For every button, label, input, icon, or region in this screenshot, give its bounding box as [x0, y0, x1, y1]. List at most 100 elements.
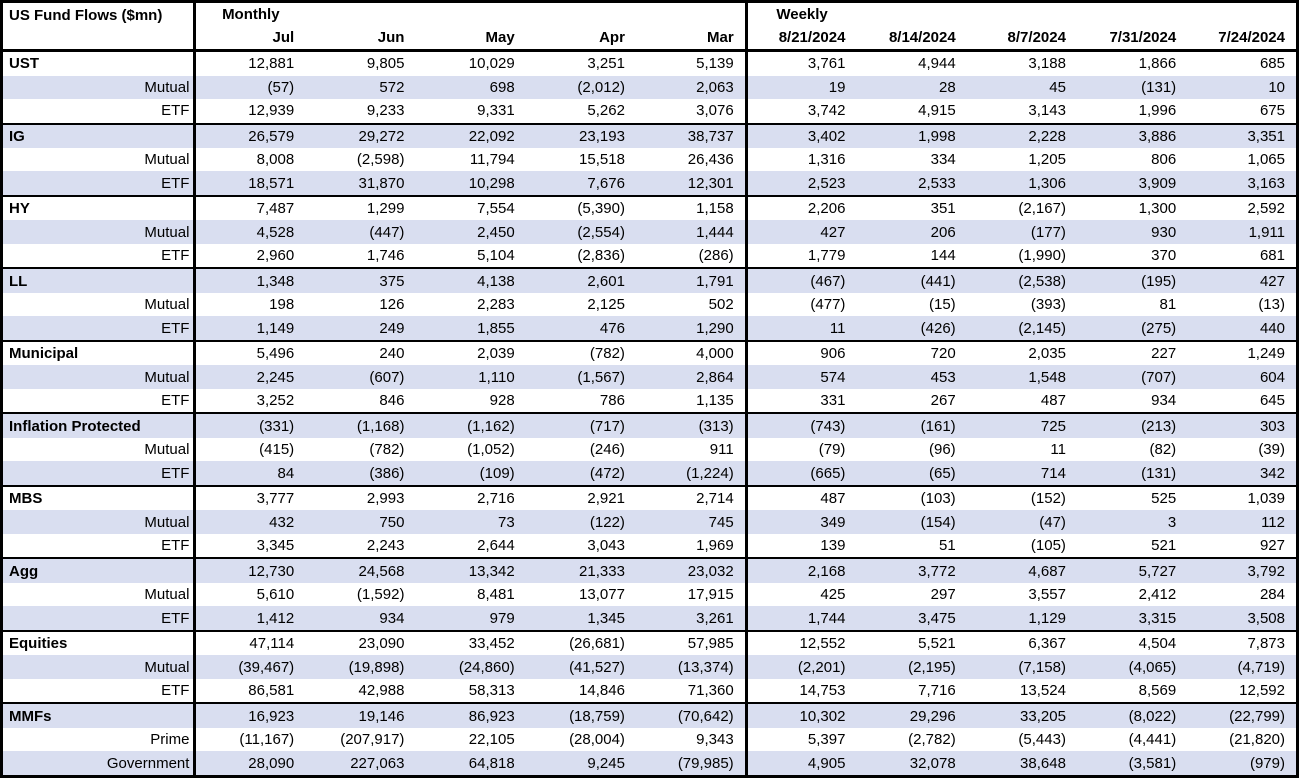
cell: (22,799) [1187, 702, 1298, 728]
row-label: Municipal [1, 339, 197, 366]
cell: (2,145) [1018, 319, 1066, 337]
row-label: ETF [1, 316, 197, 341]
sub-row: Mutual 4,528 (447) 2,450 (2,554) 1,444 427 206 (… [1, 220, 1298, 244]
cell: 453 [930, 368, 956, 386]
cell: 1,998 [856, 122, 967, 148]
table-title: US Fund Flows ($mn) [1, 1, 197, 51]
header-spacer [967, 2, 1077, 27]
cell: 12,881 [194, 49, 306, 76]
sub-row: Mutual 5,610 (1,592) 8,481 13,077 17,915 425 29… [1, 582, 1298, 607]
cell: (665) [744, 461, 857, 486]
cell: 10,298 [468, 174, 515, 192]
row-label: HY [1, 195, 197, 221]
cell: 911 [709, 441, 734, 459]
cell: 4,000 [635, 339, 747, 366]
cell: 12,730 [194, 557, 306, 583]
cell: 13,524 [1020, 682, 1066, 700]
cell: 2,412 [1138, 586, 1177, 604]
cell: 51 [939, 537, 956, 555]
sub-row: ETF 1,149 249 1,855 476 1,290 11 (426) (2,145) (2… [1, 316, 1298, 341]
cell: (79) [744, 437, 857, 462]
group-row: Municipal 5,496 240 2,039 (782) 4,000 906 720 2,… [1, 339, 1298, 366]
cell: 846 [379, 392, 405, 410]
cell: (979) [1249, 754, 1285, 772]
group-row: Inflation Protected (331) (1,168) (1,162) (7… [1, 412, 1298, 438]
cell: 12,301 [687, 174, 734, 192]
cell: 31,870 [358, 174, 405, 192]
cell: 4,138 [415, 267, 526, 293]
cell: 2,243 [366, 537, 405, 555]
cell: 8,569 [1138, 682, 1177, 700]
cell: (47) [1039, 513, 1066, 531]
cell: (2,836) [577, 247, 625, 265]
cell: (4,441) [1128, 731, 1177, 749]
cell: (13) [1258, 296, 1285, 314]
cell: 476 [599, 319, 625, 337]
cell: 15,518 [579, 151, 625, 169]
cell: (607) [369, 368, 405, 386]
cell: (26,681) [525, 629, 636, 656]
cell: 206 [930, 223, 956, 241]
cell: (426) [920, 319, 956, 337]
cell: 17,915 [687, 586, 734, 604]
cell: (1,567) [577, 368, 625, 386]
cell: (2,538) [966, 267, 1077, 293]
sub-row: ETF 1,412 934 979 1,345 3,261 1,744 3,475 1,129 3… [1, 606, 1298, 631]
row-label: Government [1, 751, 197, 777]
cell: 1,306 [1028, 174, 1066, 192]
column-header-apr: Apr [599, 29, 625, 46]
sub-row: Mutual (39,467) (19,898) (24,860) (41,527) (1… [1, 655, 1298, 679]
cell: (154) [920, 513, 956, 531]
cell: (415) [259, 441, 295, 459]
cell: 2,245 [256, 368, 295, 386]
cell: 1,345 [587, 609, 625, 627]
cell: 1,548 [1028, 368, 1066, 386]
cell: (131) [1141, 78, 1177, 96]
cell: 3,345 [256, 537, 295, 555]
row-label: ETF [1, 533, 197, 559]
cell: 32,078 [909, 754, 956, 772]
row-label: Mutual [1, 292, 197, 317]
cell: 1,744 [744, 606, 857, 631]
cell: 26,579 [194, 122, 306, 148]
cell: 47,114 [194, 629, 306, 656]
cell: 5,521 [856, 629, 967, 656]
cell: (207,917) [340, 731, 405, 749]
cell: 3,909 [1138, 174, 1177, 192]
cell: 7,716 [918, 682, 956, 700]
sub-row: ETF 3,252 846 928 786 1,135 331 267 487 934 645 [1, 388, 1298, 414]
cell: 29,272 [305, 122, 416, 148]
row-label: Mutual [1, 655, 197, 679]
cell: (21,820) [1229, 731, 1285, 749]
row-label: Mutual [1, 365, 197, 389]
cell: (3,581) [1128, 754, 1177, 772]
cell: 331 [744, 388, 857, 414]
cell: 38,737 [635, 122, 747, 148]
cell: 21,333 [525, 557, 636, 583]
cell: 42,988 [358, 682, 405, 700]
cell: 1,996 [1138, 102, 1177, 120]
cell: 440 [1259, 319, 1285, 337]
cell: 3 [1167, 513, 1177, 531]
cell: (57) [267, 78, 295, 96]
sub-row: Mutual 198 126 2,283 2,125 502 (477) (15) (393) 8… [1, 292, 1298, 317]
row-label: Mutual [1, 510, 197, 534]
cell: (472) [589, 464, 625, 482]
cell: (2,201) [744, 655, 857, 679]
cell: (331) [194, 412, 306, 438]
cell: 2,206 [744, 195, 857, 221]
cell: 71,360 [687, 682, 734, 700]
cell: 227,063 [350, 754, 405, 772]
cell: 3,252 [256, 392, 295, 410]
column-header-jul: Jul [272, 29, 295, 46]
cell: 930 [1151, 223, 1177, 241]
cell: 2,523 [744, 171, 857, 196]
cell: 12,552 [744, 629, 857, 656]
cell: (275) [1141, 319, 1177, 337]
cell: (19,898) [348, 658, 405, 676]
cell: 5,610 [256, 586, 295, 604]
column-header-week-5: 7/24/2024 [1218, 29, 1285, 46]
cell: 675 [1259, 102, 1285, 120]
cell: 23,090 [305, 629, 416, 656]
cell: 14,846 [579, 682, 625, 700]
